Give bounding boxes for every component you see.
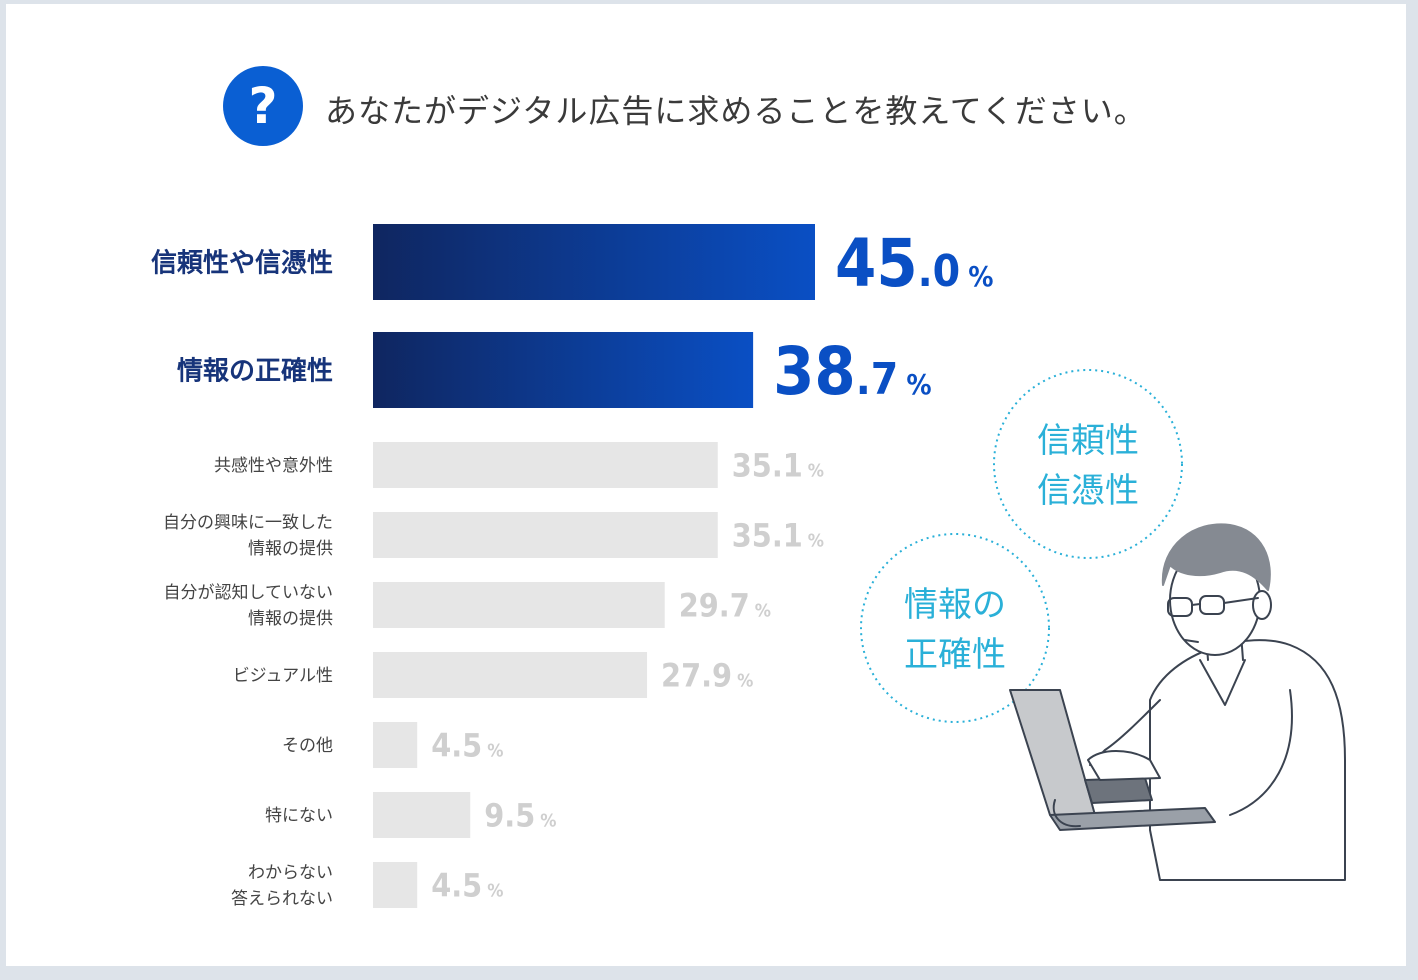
value-label-4: 29.7% bbox=[679, 587, 771, 625]
category-label-7: 特にない bbox=[265, 806, 333, 826]
value-int-4: 29 bbox=[679, 587, 719, 625]
value-label-2: 35.1% bbox=[732, 447, 824, 485]
man-with-laptop-icon bbox=[1009, 523, 1346, 881]
category-label-3-line-1: 自分の興味に一致した bbox=[163, 513, 333, 533]
category-label-2: 共感性や意外性 bbox=[214, 456, 333, 476]
value-dec-5: .9 bbox=[701, 657, 732, 695]
bubble-reliability-line-1: 信頼性 bbox=[1037, 421, 1139, 461]
value-dec-1: .7 bbox=[856, 354, 899, 405]
value-unit-2: % bbox=[808, 461, 824, 482]
bars-layer: 信頼性や信憑性 45.0 %情報の正確性 38.7 %共感性や意外性 35.1 %自分の興味… bbox=[151, 224, 993, 909]
value-unit-6: % bbox=[487, 741, 503, 762]
bar-4 bbox=[373, 582, 665, 628]
value-dec-7: .5 bbox=[504, 797, 535, 835]
value-label-6: 4.5% bbox=[431, 727, 503, 765]
value-int-8: 4 bbox=[431, 867, 451, 905]
value-int-0: 45 bbox=[835, 225, 918, 302]
category-label-4-line-2: 情報の提供 bbox=[248, 609, 333, 629]
value-dec-2: .1 bbox=[772, 447, 803, 485]
value-int-6: 4 bbox=[431, 727, 451, 765]
value-label-3: 35.1% bbox=[732, 517, 824, 555]
bar-1 bbox=[373, 332, 754, 408]
value-unit-3: % bbox=[808, 531, 824, 552]
bar-3 bbox=[373, 512, 718, 558]
category-label-0: 信頼性や信憑性 bbox=[151, 248, 333, 278]
value-label-5: 27.9% bbox=[661, 657, 753, 695]
bar-2 bbox=[373, 442, 718, 488]
value-label-1: 38.7% bbox=[773, 333, 931, 410]
value-dec-3: .1 bbox=[772, 517, 803, 555]
category-label-3-line-2: 情報の提供 bbox=[248, 539, 333, 559]
bubble-accuracy-line-1: 情報の bbox=[904, 585, 1006, 625]
category-label-5: ビジュアル性 bbox=[233, 666, 333, 686]
bar-7 bbox=[373, 792, 471, 838]
bubble-reliability-circle bbox=[993, 369, 1183, 559]
category-label-8-line-2: 答えられない bbox=[231, 889, 333, 909]
bar-8 bbox=[373, 862, 418, 908]
value-unit-4: % bbox=[755, 601, 771, 622]
bubble-reliability-line-2: 信憑性 bbox=[1037, 471, 1139, 511]
value-int-1: 38 bbox=[773, 333, 856, 410]
value-int-5: 27 bbox=[661, 657, 701, 695]
category-label-6: その他 bbox=[282, 736, 333, 756]
value-int-7: 9 bbox=[484, 797, 504, 835]
value-dec-0: .0 bbox=[918, 246, 961, 297]
category-label-1: 情報の正確性 bbox=[177, 355, 333, 386]
value-dec-4: .7 bbox=[719, 587, 750, 625]
bar-0 bbox=[373, 224, 815, 300]
bar-6 bbox=[373, 722, 418, 768]
value-label-0: 45.0% bbox=[835, 225, 993, 302]
value-label-7: 9.5% bbox=[484, 797, 556, 835]
value-dec-8: .5 bbox=[451, 867, 482, 905]
value-unit-7: % bbox=[540, 811, 556, 832]
value-unit-0: % bbox=[968, 260, 993, 293]
value-unit-1: % bbox=[906, 368, 931, 401]
bar-5 bbox=[373, 652, 648, 698]
question-title: あなたがデジタル広告に求めることを教えてください。 bbox=[325, 92, 1147, 130]
value-label-8: 4.5% bbox=[431, 867, 503, 905]
category-label-8-line-1: わからない bbox=[248, 863, 333, 883]
question-circle-icon: ? bbox=[223, 66, 303, 146]
category-label-4-line-1: 自分が認知していない bbox=[164, 583, 334, 603]
value-unit-5: % bbox=[737, 671, 753, 692]
value-int-3: 35 bbox=[732, 517, 772, 555]
bubble-accuracy-circle bbox=[860, 533, 1050, 723]
value-unit-8: % bbox=[487, 881, 503, 902]
value-int-2: 35 bbox=[732, 447, 772, 485]
value-dec-6: .5 bbox=[451, 727, 482, 765]
bubble-accuracy-line-2: 正確性 bbox=[904, 635, 1006, 675]
